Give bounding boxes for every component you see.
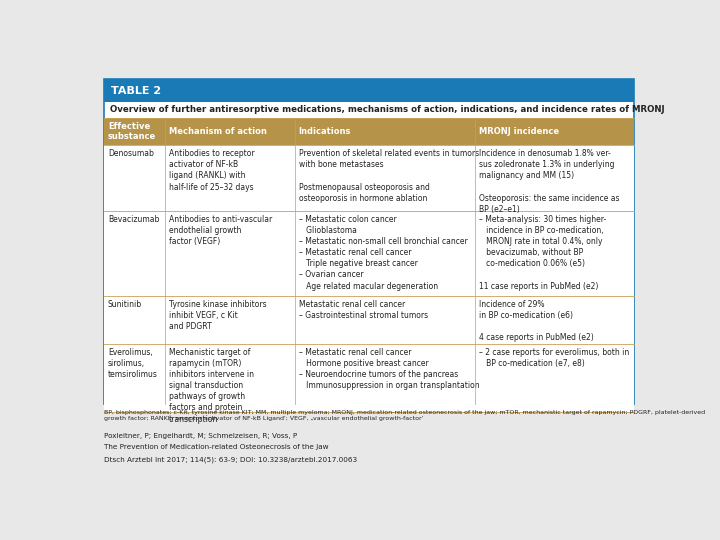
Text: Mechanism of action: Mechanism of action bbox=[168, 127, 266, 136]
Text: Everolimus,
sirolimus,
temsirolimus: Everolimus, sirolimus, temsirolimus bbox=[108, 348, 158, 379]
Text: – Meta-analysis: 30 times higher-
   incidence in BP co-medication,
   MRONJ rat: – Meta-analysis: 30 times higher- incide… bbox=[479, 215, 606, 291]
Text: MRONJ incidence: MRONJ incidence bbox=[479, 127, 559, 136]
Bar bbox=[104, 211, 634, 296]
Bar bbox=[104, 79, 634, 404]
Text: Indications: Indications bbox=[299, 127, 351, 136]
Bar bbox=[104, 344, 634, 413]
Text: – Metastatic renal cell cancer
   Hormone positive breast cancer
– Neuroendocrin: – Metastatic renal cell cancer Hormone p… bbox=[299, 348, 480, 390]
Text: Antibodies to anti-vascular
endothelial growth
factor (VEGF): Antibodies to anti-vascular endothelial … bbox=[168, 215, 272, 246]
Text: Tyrosine kinase inhibitors
inhibit VEGF, c Kit
and PDGRT: Tyrosine kinase inhibitors inhibit VEGF,… bbox=[168, 300, 266, 332]
Text: TABLE 2: TABLE 2 bbox=[111, 86, 161, 96]
Text: Mechanistic target of
rapamycin (mTOR)
inhibitors intervene in
signal transducti: Mechanistic target of rapamycin (mTOR) i… bbox=[168, 348, 254, 423]
Text: Incidence of 29%
in BP co-medication (e6)

4 case reports in PubMed (e2): Incidence of 29% in BP co-medication (e6… bbox=[479, 300, 594, 342]
Text: Incidence in denosumab 1.8% ver-
sus zoledronate 1.3% in underlying
malignancy a: Incidence in denosumab 1.8% ver- sus zol… bbox=[479, 149, 619, 214]
Text: Bevacizumab: Bevacizumab bbox=[108, 215, 159, 224]
Text: Effective
substance: Effective substance bbox=[108, 122, 156, 141]
Text: Poxleitner, P; Engelhardt, M; Schmelzeisen, R; Voss, P: Poxleitner, P; Engelhardt, M; Schmelzeis… bbox=[104, 433, 297, 439]
Text: Prevention of skeletal related events in tumors
with bone metastases

Postmenopa: Prevention of skeletal related events in… bbox=[299, 149, 479, 202]
Text: Metastatic renal cell cancer
– Gastrointestinal stromal tumors: Metastatic renal cell cancer – Gastroint… bbox=[299, 300, 428, 320]
Bar bbox=[104, 118, 634, 145]
Bar bbox=[104, 145, 634, 211]
Text: Overview of further antiresorptive medications, mechanisms of action, indication: Overview of further antiresorptive medic… bbox=[109, 105, 664, 114]
Text: – 2 case reports for everolimus, both in
   BP co-medication (e7, e8): – 2 case reports for everolimus, both in… bbox=[479, 348, 629, 368]
Text: – Metastatic colon cancer
   Glioblastoma
– Metastatic non-small cell bronchial : – Metastatic colon cancer Glioblastoma –… bbox=[299, 215, 467, 291]
Bar bbox=[104, 79, 634, 102]
Text: The Prevention of Medication-related Osteonecrosis of the Jaw: The Prevention of Medication-related Ost… bbox=[104, 444, 328, 450]
Text: BP, bisphosphonates; c-Kit, tyrosine kinase KIT; MM, multiple myeloma; MRONJ, me: BP, bisphosphonates; c-Kit, tyrosine kin… bbox=[104, 410, 705, 421]
Bar bbox=[104, 296, 634, 344]
Text: Antibodies to receptor
activator of NF-kB
ligand (RANKL) with
half-life of 25–32: Antibodies to receptor activator of NF-k… bbox=[168, 149, 254, 192]
Text: Dtsch Arztebl Int 2017; 114(5): 63-9; DOI: 10.3238/arztebl.2017.0063: Dtsch Arztebl Int 2017; 114(5): 63-9; DO… bbox=[104, 456, 357, 463]
Text: Denosumab: Denosumab bbox=[108, 149, 154, 158]
Text: Sunitinib: Sunitinib bbox=[108, 300, 142, 309]
